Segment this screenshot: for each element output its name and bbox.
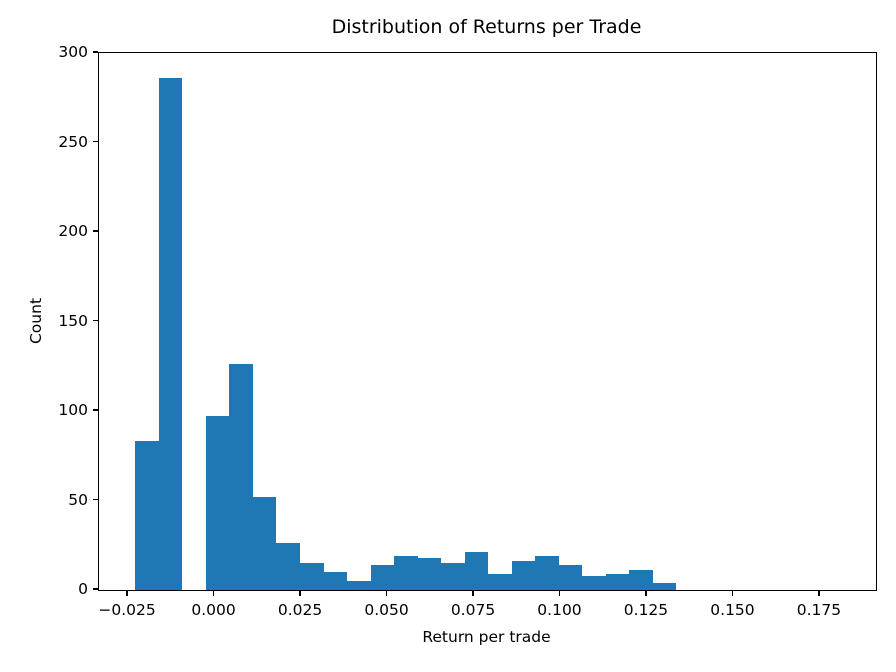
histogram-bar	[252, 496, 277, 590]
x-tick-mark	[558, 590, 561, 596]
x-tick-mark	[385, 590, 388, 596]
y-tick-mark	[92, 140, 98, 143]
histogram-bar	[441, 563, 465, 590]
x-tick-label: 0.100	[537, 601, 582, 619]
x-tick-label: 0.050	[364, 601, 409, 619]
x-tick-mark	[472, 590, 474, 596]
histogram-bar	[323, 572, 348, 590]
y-tick-label: 250	[58, 132, 88, 151]
y-tick-mark	[92, 319, 98, 322]
x-tick-mark	[645, 590, 647, 596]
y-tick-label: 100	[58, 401, 88, 419]
x-axis-label: Return per trade	[422, 628, 551, 646]
x-tick-label: 0.025	[277, 601, 323, 619]
x-tick-mark	[212, 590, 215, 596]
y-tick-label: 50	[68, 490, 88, 509]
y-tick-mark	[92, 230, 98, 232]
x-tick-label: 0.175	[796, 601, 842, 619]
histogram-bar	[370, 564, 395, 590]
x-tick-label: 0.150	[710, 601, 755, 619]
y-tick-mark	[92, 409, 98, 411]
chart-title: Distribution of Returns per Trade	[331, 16, 642, 38]
y-tick-label: 0	[78, 580, 88, 598]
x-tick-mark	[126, 590, 128, 596]
histogram-bar	[135, 441, 159, 590]
histogram-bar	[605, 573, 630, 590]
y-tick-label: 300	[58, 43, 88, 61]
histogram-bar	[229, 364, 253, 590]
histogram-bar	[652, 582, 677, 590]
x-tick-label: 0.000	[191, 601, 236, 619]
x-tick-label: −0.025	[98, 601, 156, 619]
x-tick-mark	[731, 590, 734, 596]
histogram-bar	[276, 543, 300, 590]
y-tick-label: 200	[58, 222, 88, 240]
x-tick-mark	[818, 590, 820, 596]
histogram-bar	[535, 556, 559, 590]
histogram-bar	[582, 575, 606, 590]
x-tick-label: 0.125	[623, 601, 669, 619]
x-tick-label: 0.075	[450, 601, 496, 619]
y-tick-mark	[92, 498, 98, 501]
histogram-bar	[488, 573, 512, 590]
histogram-bar	[629, 570, 653, 590]
histogram-bar	[158, 78, 183, 590]
histogram-bar	[394, 556, 418, 590]
histogram-bar	[347, 581, 371, 590]
x-tick-mark	[299, 590, 301, 596]
histogram-bar	[464, 552, 489, 590]
histogram-bar	[511, 561, 536, 590]
histogram-bar	[205, 416, 230, 590]
histogram-bar	[299, 563, 324, 590]
histogram-bar	[417, 557, 442, 590]
histogram-bar	[558, 564, 583, 590]
y-tick-mark	[92, 588, 98, 590]
y-tick-label: 150	[58, 311, 88, 330]
plot-area	[98, 52, 877, 591]
bars-layer	[99, 53, 876, 590]
y-tick-mark	[92, 51, 98, 53]
